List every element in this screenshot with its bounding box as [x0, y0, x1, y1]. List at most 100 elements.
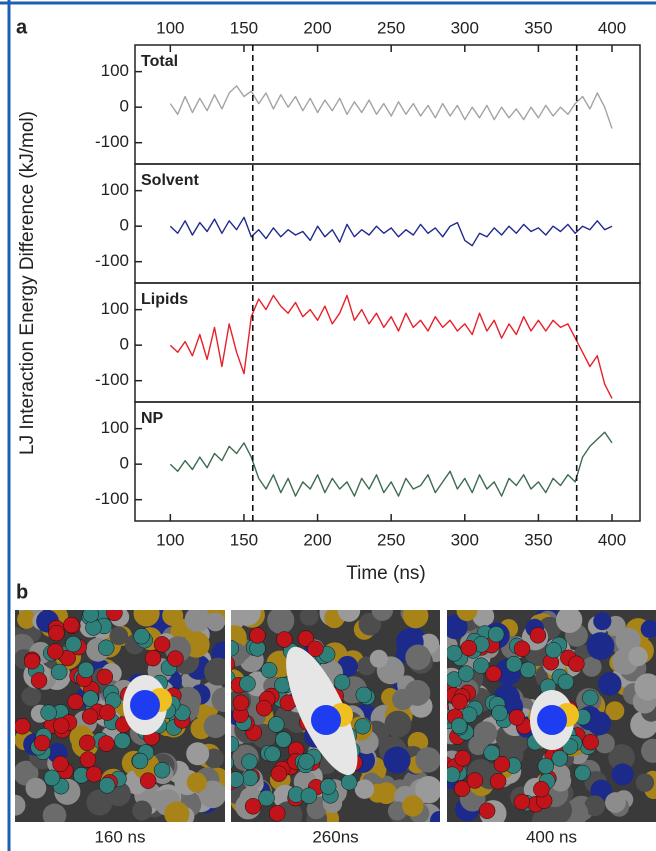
series-line	[169, 85, 613, 129]
panel-frame	[134, 163, 641, 284]
y-tick-label: -100	[95, 489, 129, 508]
image-caption: 260ns	[312, 827, 358, 846]
lipid-atom	[98, 777, 116, 794]
lipid-atom	[354, 717, 371, 735]
atom	[203, 714, 225, 739]
atom	[593, 612, 612, 631]
np-core	[537, 705, 567, 735]
lipid-atom	[460, 639, 478, 657]
lipid-atom	[454, 750, 471, 767]
lipid-atom	[40, 704, 57, 721]
atom	[608, 744, 635, 771]
atom	[584, 795, 606, 817]
atom	[267, 610, 295, 635]
y-axis-label: LJ Interaction Energy Difference (kJ/mol…	[17, 111, 38, 455]
lipid-atom	[487, 625, 505, 643]
lipid-atom	[82, 690, 99, 707]
image-caption: 160 ns	[94, 827, 145, 846]
lipid-atom	[99, 704, 116, 721]
atom	[204, 657, 225, 686]
lipid-atom	[551, 750, 569, 767]
x-tick-label: 400	[598, 530, 626, 549]
image-caption: 400 ns	[526, 827, 577, 846]
lipid-atom	[78, 734, 96, 752]
x-tick-label: 250	[377, 18, 405, 37]
atom	[402, 795, 424, 817]
atom	[133, 610, 160, 627]
lipid-atom	[231, 771, 245, 788]
lipid-atom	[97, 639, 115, 657]
atom	[15, 794, 26, 816]
series-line	[169, 431, 613, 497]
lipid-atom	[264, 745, 281, 763]
lipid-atom	[33, 734, 51, 752]
x-tick-label: 150	[230, 530, 258, 549]
atom	[375, 782, 398, 805]
atom	[615, 627, 641, 654]
y-tick-label: 100	[101, 180, 129, 199]
lipid-atom	[447, 645, 463, 662]
lipid-atom	[96, 668, 114, 686]
x-tick-label: 350	[524, 18, 552, 37]
y-tick-label: 0	[120, 454, 129, 473]
x-tick-label: 100	[156, 530, 184, 549]
np-core	[130, 690, 160, 720]
atom	[21, 686, 42, 707]
x-tick-label: 250	[377, 530, 405, 549]
atom	[206, 612, 225, 632]
atom	[594, 733, 615, 754]
lipid-atom	[478, 802, 496, 819]
lipid-atom	[43, 769, 61, 787]
lipid-atom	[249, 627, 266, 644]
series-label: Total	[141, 53, 178, 70]
y-tick-label: -100	[95, 132, 129, 151]
series-label: Solvent	[141, 172, 199, 189]
lipid-atom	[114, 732, 131, 750]
atom	[384, 710, 412, 738]
lipid-atom	[231, 656, 236, 672]
panel-label: b	[16, 581, 28, 603]
lipid-atom	[557, 673, 575, 691]
lipid-atom	[139, 772, 157, 789]
panel-frame	[134, 401, 641, 522]
snapshot	[447, 610, 656, 822]
lipid-atom	[106, 610, 123, 622]
lipid-atom	[513, 640, 531, 657]
atom	[472, 610, 495, 628]
atom	[86, 789, 113, 816]
atom	[415, 747, 440, 773]
lipid-atom	[144, 649, 162, 667]
atom	[25, 777, 47, 799]
snapshot	[15, 610, 225, 822]
y-tick-label: 0	[120, 216, 129, 235]
lipid-atom	[268, 805, 286, 822]
lipid-atom	[260, 661, 278, 679]
lipid-atom	[298, 753, 315, 770]
y-tick-label: 100	[101, 418, 129, 437]
lipid-atom	[63, 616, 80, 634]
lipid-atom	[81, 708, 99, 725]
atom	[430, 810, 440, 822]
lipid-atom	[297, 630, 315, 647]
lipid-atom	[355, 686, 373, 704]
atom	[605, 792, 626, 813]
atom	[634, 673, 656, 701]
lipid-atom	[153, 761, 171, 779]
lipid-atom	[483, 744, 500, 762]
panel-label: a	[16, 16, 28, 38]
lipid-atom	[51, 663, 68, 681]
series-label: NP	[141, 410, 164, 427]
y-tick-label: 100	[101, 299, 129, 318]
atom	[337, 610, 361, 622]
series-line	[169, 294, 613, 399]
lipid-atom	[545, 641, 562, 659]
atom	[17, 610, 37, 629]
atom	[556, 610, 583, 634]
x-axis-label: Time (ns)	[346, 563, 426, 584]
lipid-atom	[79, 751, 97, 768]
lipid-atom	[232, 694, 250, 712]
x-tick-label: 300	[451, 530, 479, 549]
atom	[369, 649, 388, 668]
lipid-atom	[167, 650, 184, 667]
